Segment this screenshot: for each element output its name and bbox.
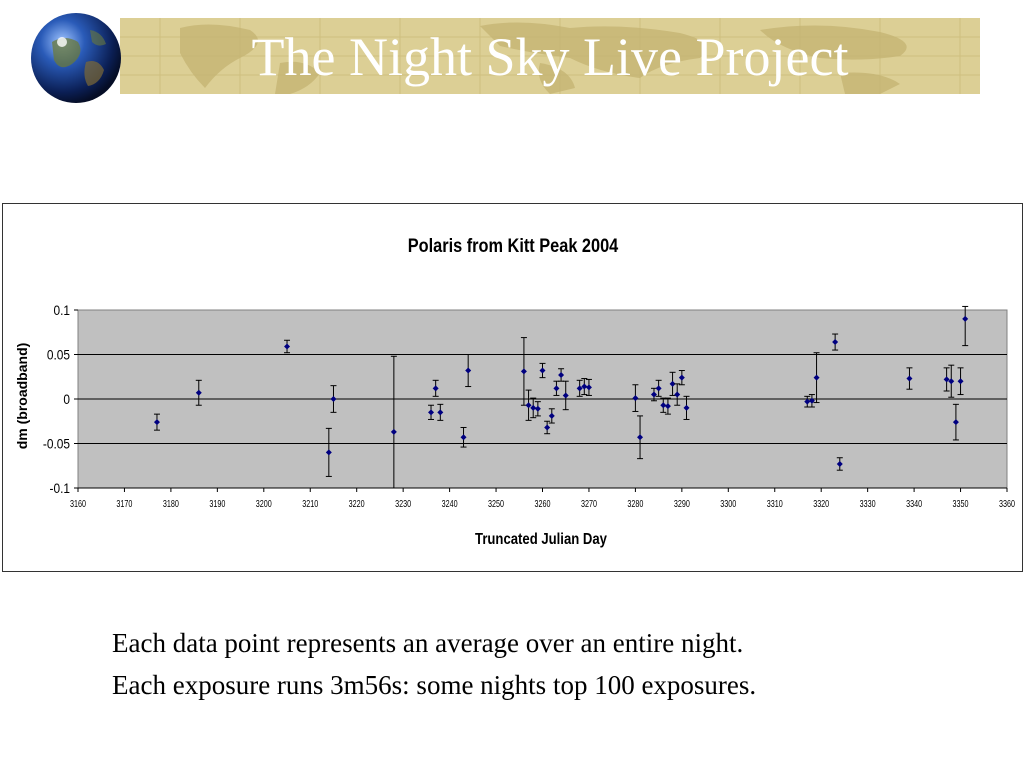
- chart-container: Polaris from Kitt Peak 2004 Truncated Ju…: [2, 203, 1023, 572]
- x-tick-label: 3340: [906, 498, 922, 509]
- x-axis-label: Truncated Julian Day: [475, 531, 608, 548]
- x-tick-label: 3320: [813, 498, 829, 509]
- data-point: [683, 404, 690, 411]
- data-point: [330, 396, 337, 402]
- x-tick-label: 3280: [627, 498, 643, 509]
- data-point: [530, 404, 537, 411]
- data-point: [906, 375, 913, 382]
- data-point: [948, 378, 955, 385]
- data-point: [669, 380, 676, 387]
- data-point: [390, 428, 397, 435]
- data-point: [465, 367, 472, 374]
- title-banner: The Night Sky Live Project: [0, 0, 1024, 103]
- x-tick-label: 3190: [209, 498, 225, 509]
- data-point: [539, 367, 546, 374]
- data-point: [553, 385, 560, 392]
- x-tick-label: 3200: [256, 498, 272, 509]
- data-point: [562, 392, 569, 399]
- world-map-pattern: [120, 18, 980, 94]
- data-point: [832, 339, 839, 346]
- data-point: [534, 405, 541, 412]
- caption-line-2: Each exposure runs 3m56s: some nights to…: [112, 670, 757, 700]
- globe-icon: [31, 13, 121, 103]
- data-point: [632, 395, 639, 402]
- data-point: [664, 403, 671, 410]
- data-point: [437, 409, 444, 416]
- data-point: [962, 315, 969, 322]
- x-tick-label: 3230: [395, 498, 411, 509]
- data-point: [585, 384, 592, 391]
- data-point: [660, 402, 667, 409]
- x-tick-label: 3170: [116, 498, 132, 509]
- data-point: [943, 376, 950, 383]
- data-point: [813, 374, 820, 381]
- data-point: [558, 371, 565, 378]
- data-point: [678, 374, 685, 381]
- x-tick-label: 3220: [349, 498, 365, 509]
- x-tick-label: 3210: [302, 498, 318, 509]
- x-tick-label: 3250: [488, 498, 504, 509]
- data-point: [525, 402, 532, 409]
- data-point: [655, 385, 662, 392]
- data-point: [952, 419, 959, 426]
- x-tick-label: 3360: [999, 498, 1015, 509]
- y-tick-label: 0.1: [53, 302, 70, 318]
- data-point: [548, 412, 555, 419]
- data-point: [674, 391, 681, 398]
- x-tick-label: 3300: [720, 498, 736, 509]
- x-tick-label: 3180: [163, 498, 179, 509]
- data-point: [836, 460, 843, 467]
- data-point: [520, 368, 527, 375]
- scatter-chart: Polaris from Kitt Peak 2004 Truncated Ju…: [14, 235, 1015, 549]
- data-point: [576, 385, 583, 392]
- data-point: [428, 409, 435, 416]
- caption: Each data point represents an average ov…: [112, 622, 756, 706]
- x-tick-label: 3350: [953, 498, 969, 509]
- x-tick-label: 3260: [534, 498, 550, 509]
- x-tick-label: 3270: [581, 498, 597, 509]
- data-point: [637, 434, 644, 441]
- data-point: [195, 389, 202, 396]
- x-tick-label: 3290: [674, 498, 690, 509]
- page-title: The Night Sky Live Project: [251, 27, 849, 87]
- y-tick-label: -0.05: [43, 436, 70, 452]
- y-tick-label: 0.05: [47, 347, 70, 363]
- data-point: [544, 424, 551, 431]
- data-point: [650, 391, 657, 398]
- data-point: [957, 378, 964, 385]
- x-tick-label: 3160: [70, 498, 86, 509]
- data-point: [153, 419, 160, 426]
- data-point: [432, 385, 439, 392]
- caption-line-1: Each data point represents an average ov…: [112, 628, 744, 658]
- y-axis-label: dm (broadband): [14, 343, 30, 450]
- data-point: [581, 383, 588, 390]
- y-tick-label: -0.1: [50, 480, 70, 496]
- x-tick-label: 3240: [442, 498, 458, 509]
- data-point: [284, 343, 291, 350]
- x-tick-label: 3310: [767, 498, 783, 509]
- y-tick-label: 0: [63, 391, 70, 407]
- data-point: [804, 398, 811, 405]
- data-point: [460, 434, 467, 441]
- world-map-band: [120, 18, 980, 94]
- chart-title: Polaris from Kitt Peak 2004: [408, 235, 619, 256]
- data-point: [325, 449, 332, 456]
- x-tick-label: 3330: [860, 498, 876, 509]
- data-point: [808, 397, 815, 404]
